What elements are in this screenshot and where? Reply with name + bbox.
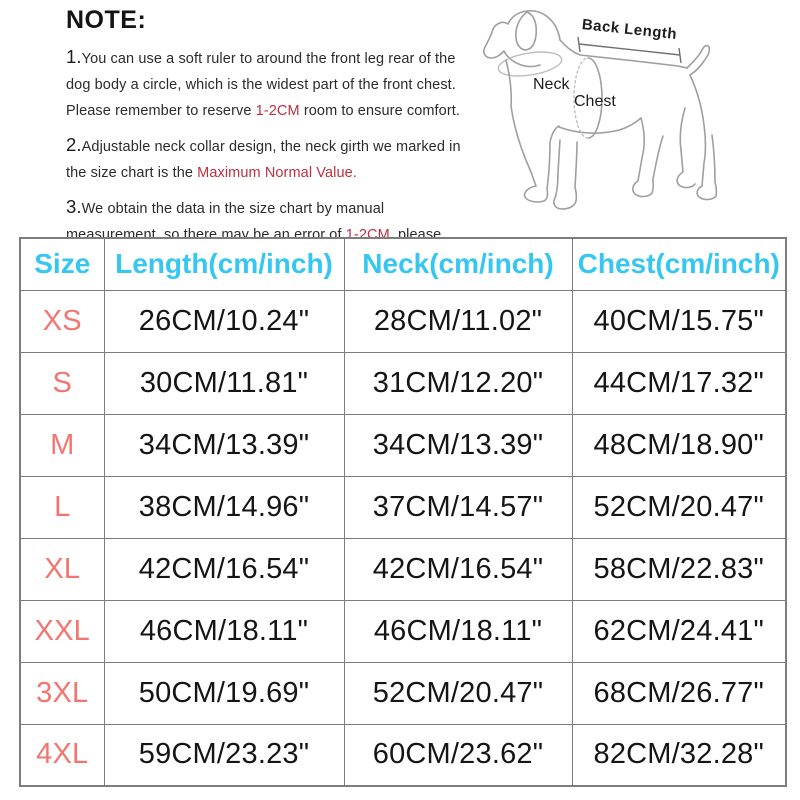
- chest-cell: 82CM/32.28": [571, 723, 787, 787]
- notes-title: NOTE:: [66, 6, 147, 34]
- size-cell: XXL: [19, 599, 105, 663]
- length-cell: 59CM/23.23": [103, 723, 345, 787]
- length-cell: 46CM/18.11": [103, 599, 345, 663]
- size-cell: L: [19, 475, 105, 539]
- size-cell: 3XL: [19, 661, 105, 725]
- chest-measure-ellipse: [587, 57, 603, 139]
- neck-label: Neck: [533, 76, 570, 93]
- length-column-header: Length(cm/inch): [103, 237, 345, 291]
- note-text: You can use a soft ruler to around the f…: [66, 51, 456, 119]
- dog-ear-outline: [515, 11, 538, 51]
- size-cell: XS: [19, 289, 105, 353]
- back-length-tick-right: [678, 47, 682, 64]
- size-table: Size Length(cm/inch) Neck(cm/inch) Chest…: [19, 237, 787, 787]
- size-cell: S: [19, 351, 105, 415]
- neck-cell: 60CM/23.62": [343, 723, 573, 787]
- chest-label: Chest: [574, 93, 616, 110]
- neck-cell: 28CM/11.02": [343, 289, 573, 353]
- back-length-line: [578, 43, 681, 56]
- size-row-3xl: 3XL 50CM/19.69" 52CM/20.47" 68CM/26.77": [19, 661, 787, 725]
- size-column-header: Size: [19, 237, 105, 291]
- size-row-xxl: XXL 46CM/18.11" 46CM/18.11" 62CM/24.41": [19, 599, 787, 663]
- dog-hind-leg-rear-inner: [676, 107, 696, 189]
- dog-back-outline: [559, 39, 688, 69]
- size-row-xl: XL 42CM/16.54" 42CM/16.54" 58CM/22.83": [19, 537, 787, 601]
- neck-cell: 46CM/18.11": [343, 599, 573, 663]
- neck-measure-ring: [497, 51, 563, 77]
- back-length-label: Back Length: [581, 16, 678, 43]
- size-cell: M: [19, 413, 105, 477]
- chest-cell: 62CM/24.41": [571, 599, 787, 663]
- note-number: 2.: [66, 134, 82, 155]
- chest-cell: 40CM/15.75": [571, 289, 787, 353]
- length-cell: 42CM/16.54": [103, 537, 345, 601]
- size-row-xs: XS 26CM/10.24" 28CM/11.02" 40CM/15.75": [19, 289, 787, 353]
- size-row-m: M 34CM/13.39" 34CM/13.39" 48CM/18.90": [19, 413, 787, 477]
- note-number: 3.: [66, 196, 82, 217]
- chest-column-header: Chest(cm/inch): [571, 237, 787, 291]
- length-cell: 30CM/11.81": [103, 351, 345, 415]
- note-number: 1.: [66, 46, 82, 67]
- dog-tail-outline: [686, 44, 711, 76]
- size-row-l: L 38CM/14.96" 37CM/14.57" 52CM/20.47": [19, 475, 787, 539]
- neck-column-header: Neck(cm/inch): [343, 237, 573, 291]
- neck-cell: 52CM/20.47": [343, 661, 573, 725]
- note-highlight: Maximum Normal Value.: [197, 165, 357, 181]
- neck-cell: 42CM/16.54": [343, 537, 573, 601]
- neck-cell: 34CM/13.39": [343, 413, 573, 477]
- dog-hind-leg-rear: [689, 74, 718, 201]
- chest-cell: 52CM/20.47": [571, 475, 787, 539]
- length-cell: 26CM/10.24": [103, 289, 345, 353]
- size-row-s: S 30CM/11.81" 31CM/12.20" 44CM/17.32": [19, 351, 787, 415]
- size-row-4xl: 4XL 59CM/23.23" 60CM/23.62" 82CM/32.28": [19, 723, 787, 787]
- size-table-header-row: Size Length(cm/inch) Neck(cm/inch) Chest…: [19, 237, 787, 291]
- size-cell: 4XL: [19, 723, 105, 787]
- length-cell: 50CM/19.69": [103, 661, 345, 725]
- note-highlight: 1-2CM: [255, 103, 300, 119]
- dog-belly-outline: [558, 117, 642, 134]
- note-item: 1.You can use a soft ruler to around the…: [66, 44, 464, 124]
- neck-cell: 37CM/14.57": [343, 475, 573, 539]
- size-cell: XL: [19, 537, 105, 601]
- chest-cell: 68CM/26.77": [571, 661, 787, 725]
- note-item: 2.Adjustable neck collar design, the nec…: [66, 132, 464, 186]
- length-cell: 38CM/14.96": [103, 475, 345, 539]
- dog-hind-leg-front: [632, 117, 664, 198]
- dog-front-leg-near: [505, 59, 560, 203]
- dog-head-outline: [483, 10, 561, 68]
- neck-cell: 31CM/12.20": [343, 351, 573, 415]
- dog-measurement-diagram: Back Length Neck Chest: [483, 10, 718, 210]
- chest-cell: 58CM/22.83": [571, 537, 787, 601]
- length-cell: 34CM/13.39": [103, 413, 345, 477]
- chest-cell: 44CM/17.32": [571, 351, 787, 415]
- chest-cell: 48CM/18.90": [571, 413, 787, 477]
- note-text: room to ensure comfort.: [299, 103, 461, 119]
- dog-front-leg-far: [553, 139, 578, 210]
- note-text: Adjustable neck collar design, the neck …: [66, 139, 461, 181]
- back-length-tick-left: [577, 36, 581, 53]
- chest-measure-ellipse-dashed: [573, 57, 589, 139]
